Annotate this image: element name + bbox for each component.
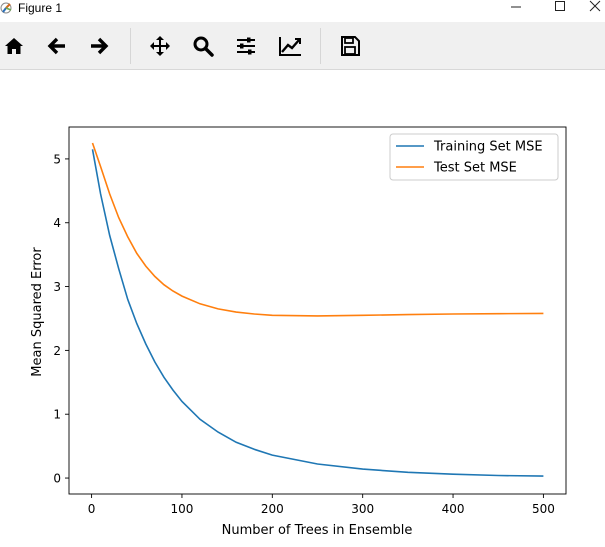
legend: Training Set MSE Test Set MSE — [389, 133, 559, 181]
y-tick-label: 1 — [53, 408, 61, 422]
series-line-2 — [91, 142, 544, 317]
arrow-right-icon — [91, 37, 109, 55]
y-tick-label: 2 — [53, 344, 61, 358]
axes-frame — [68, 126, 567, 495]
x-tick-label: 400 — [442, 502, 465, 516]
x-tick-label: 300 — [351, 502, 374, 516]
back-button[interactable] — [44, 33, 70, 59]
legend-frame — [389, 133, 559, 181]
x-axis-label: Number of Trees in Ensemble — [222, 523, 413, 538]
line-chart: 0 100 200 300 400 500 0 1 2 3 4 5 Number of Trees i… — [0, 70, 605, 543]
zoom-button[interactable] — [190, 33, 216, 59]
home-button[interactable] — [1, 33, 27, 59]
sliders-icon — [237, 37, 255, 55]
maximize-button[interactable] — [540, 0, 580, 18]
toolbar-separator — [320, 28, 321, 64]
matplotlib-app-icon — [0, 2, 12, 14]
x-tick-label: 0 — [88, 502, 96, 516]
x-tick-label: 200 — [261, 502, 284, 516]
arrow-left-icon — [47, 37, 65, 55]
floppy-disk-icon — [341, 36, 360, 56]
legend-label-1: Training Set MSE — [433, 140, 543, 155]
series-line-1 — [91, 149, 544, 477]
maximize-icon — [555, 1, 565, 11]
subplots-button[interactable] — [233, 33, 259, 59]
edit-axis-button[interactable] — [277, 33, 303, 59]
home-icon — [5, 38, 23, 54]
pan-button[interactable] — [147, 33, 173, 59]
save-button[interactable] — [337, 33, 363, 59]
close-button[interactable] — [584, 0, 605, 18]
y-tick-label: 5 — [53, 152, 61, 166]
close-icon — [589, 0, 600, 12]
magnifier-icon — [193, 36, 214, 57]
axes-layer: 0 100 200 300 400 500 0 1 2 3 4 5 — [53, 126, 567, 516]
y-tick-label: 3 — [53, 280, 61, 294]
figure-canvas[interactable]: 0 100 200 300 400 500 0 1 2 3 4 5 Number of Trees i… — [0, 70, 605, 543]
line-chart-icon — [279, 37, 301, 56]
legend-label-2: Test Set MSE — [433, 161, 517, 176]
series-layer — [91, 142, 544, 477]
y-axis-label: Mean Squared Error — [30, 247, 45, 377]
window-title: Figure 1 — [18, 1, 63, 15]
x-tick-label: 500 — [532, 502, 555, 516]
navigation-toolbar — [0, 22, 605, 70]
y-tick-label: 0 — [53, 472, 61, 486]
window-titlebar: Figure 1 — [0, 0, 605, 22]
y-tick-label: 4 — [53, 216, 61, 230]
minimize-icon — [511, 6, 521, 8]
move-icon — [150, 36, 170, 56]
toolbar-separator — [130, 28, 131, 64]
forward-button[interactable] — [86, 33, 112, 59]
minimize-button[interactable] — [496, 0, 536, 18]
x-tick-label: 100 — [171, 502, 194, 516]
